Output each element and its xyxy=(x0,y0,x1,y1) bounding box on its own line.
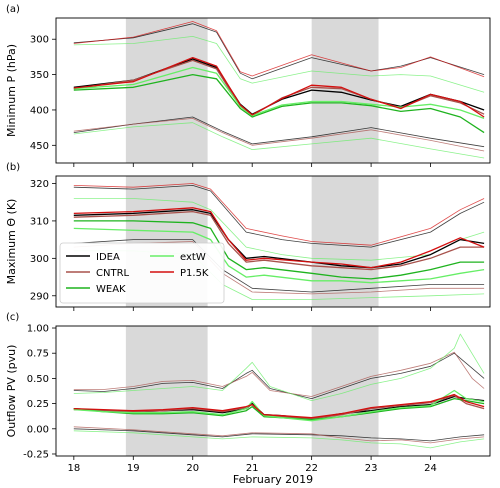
panel-label: (b) xyxy=(6,162,20,173)
series-line-extw xyxy=(73,227,485,284)
y-axis-label: Outflow PV (pvu) xyxy=(5,345,18,438)
series-line-extw xyxy=(73,389,485,422)
series-line-weak xyxy=(73,73,485,134)
panel-label: (a) xyxy=(6,4,20,15)
series-line-idea xyxy=(73,209,485,269)
x-axis-label: February 2019 xyxy=(233,473,313,486)
y-tick-label: 320 xyxy=(30,179,49,190)
legend-label: extW xyxy=(180,252,206,263)
series-line-extw xyxy=(73,66,485,120)
x-tick-label: 23 xyxy=(365,463,378,474)
shaded-interval-2 xyxy=(311,326,379,456)
panel-a: 300 350 400 450 Minimum P (hPa) (a) xyxy=(5,4,491,167)
spread-line-6 xyxy=(73,122,485,159)
plot-frame xyxy=(55,175,491,308)
panel-label: (c) xyxy=(6,312,19,323)
series-group xyxy=(73,183,485,300)
spread-line-1 xyxy=(73,184,485,248)
shaded-interval-1 xyxy=(125,18,208,163)
plot-frame xyxy=(55,325,491,457)
spread-line-3 xyxy=(73,36,485,93)
x-tick-label: 21 xyxy=(246,463,259,474)
y-tick-label: 300 xyxy=(30,35,49,46)
series-line-p15k xyxy=(73,56,485,118)
shaded-interval-2 xyxy=(311,176,379,307)
y-tick-label: 1.00 xyxy=(27,324,49,335)
y-tick-label: 290 xyxy=(30,291,49,302)
legend-label: WEAK xyxy=(96,284,126,295)
legend-box xyxy=(59,242,225,304)
panel-c: -0.25 0.00 0.25 0.50 0.75 1.00 18 19 20 21 22 23 24 O… xyxy=(5,312,491,474)
legend: IDEA CNTRL WEAK extW P1.5K xyxy=(59,242,225,304)
x-tick-label: 22 xyxy=(305,463,318,474)
spread-line-1 xyxy=(73,23,485,80)
spread-line-6 xyxy=(73,430,485,449)
spread-line-2 xyxy=(73,183,485,246)
y-tick-label: 0.75 xyxy=(27,349,49,360)
y-tick-label: 0.25 xyxy=(27,399,49,410)
series-line-cntrl xyxy=(73,210,485,271)
y-tick-label: 0.00 xyxy=(27,424,49,435)
spread-line-5 xyxy=(73,426,485,444)
legend-label: P1.5K xyxy=(180,268,209,279)
series-group xyxy=(73,21,485,159)
series-line-p15k xyxy=(73,393,485,419)
y-tick-label: 300 xyxy=(30,254,49,265)
x-tick-label: 20 xyxy=(186,463,199,474)
spread-line-2 xyxy=(73,351,485,397)
y-tick-label: 310 xyxy=(30,216,49,227)
spread-line-4 xyxy=(73,116,485,148)
spread-line-5 xyxy=(73,118,485,152)
series-group xyxy=(73,333,485,449)
x-tick-label: 18 xyxy=(67,463,80,474)
spread-line-2 xyxy=(73,21,485,78)
y-tick-label: 400 xyxy=(30,105,49,116)
series-line-weak xyxy=(73,220,485,280)
y-tick-label: -0.25 xyxy=(23,449,49,460)
spread-line-4 xyxy=(73,239,485,293)
y-axis-label: Minimum P (hPa) xyxy=(5,44,18,137)
shaded-interval-1 xyxy=(125,326,208,456)
y-tick-label: 450 xyxy=(30,141,49,152)
legend-label: IDEA xyxy=(96,252,120,263)
plot-frame xyxy=(55,17,491,164)
spread-line-3 xyxy=(73,333,485,402)
spread-line-4 xyxy=(73,428,485,442)
y-tick-label: 0.50 xyxy=(27,374,49,385)
x-tick-label: 24 xyxy=(424,463,437,474)
x-tick-label: 19 xyxy=(127,463,140,474)
series-line-p15k xyxy=(73,207,485,269)
y-tick-label: 350 xyxy=(30,70,49,81)
legend-label: CNTRL xyxy=(96,268,130,279)
y-axis-label: Maximum Θ (K) xyxy=(5,199,18,285)
